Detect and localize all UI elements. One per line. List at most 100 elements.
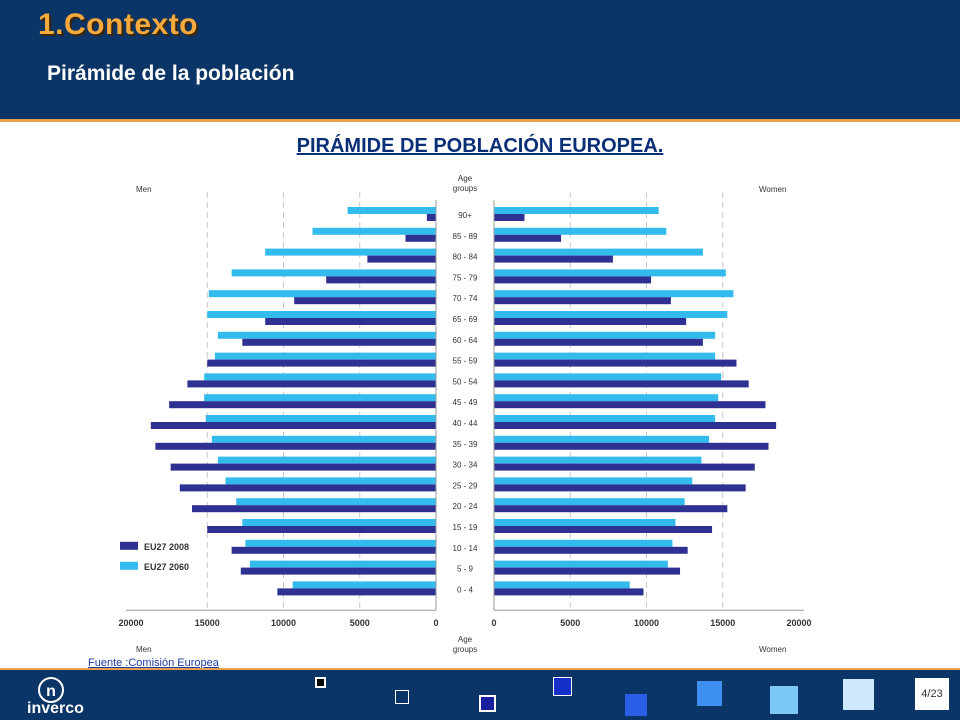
bar-women-2060 — [494, 331, 716, 339]
header-band — [0, 0, 960, 119]
age-group-label: 85 - 89 — [453, 232, 478, 241]
bar-women-2008 — [494, 526, 713, 533]
bar-women-2008 — [494, 380, 749, 388]
bar-men-2008 — [277, 588, 436, 596]
bar-women-2060 — [494, 269, 726, 277]
bar-men-2008 — [265, 318, 436, 325]
bar-men-2060 — [214, 352, 436, 360]
bar-women-2060 — [494, 290, 734, 298]
age-group-label: 30 - 34 — [453, 461, 478, 470]
bar-men-2060 — [249, 560, 436, 568]
bar-men-2060 — [245, 539, 436, 547]
age-groups-label-top: groups — [453, 184, 477, 193]
bar-men-2060 — [204, 373, 436, 381]
legend-swatch — [120, 541, 138, 550]
bar-men-2008 — [207, 359, 436, 367]
bar-women-2060 — [494, 498, 685, 506]
x-tick-label-right: 5000 — [560, 618, 580, 628]
bar-women-2008 — [494, 234, 562, 242]
bar-men-2008 — [192, 505, 436, 513]
nav-square-2[interactable] — [395, 690, 409, 704]
page-subtitle: Pirámide de la población — [47, 62, 295, 85]
bar-women-2008 — [494, 463, 755, 471]
bar-women-2008 — [494, 318, 687, 325]
age-group-label: 5 - 9 — [457, 565, 474, 574]
age-group-label: 65 - 69 — [453, 315, 478, 324]
nav-square-6[interactable] — [697, 681, 722, 706]
bar-women-2060 — [494, 373, 722, 381]
age-group-label: 40 - 44 — [453, 419, 478, 428]
bar-men-2008 — [187, 380, 436, 388]
bar-women-2060 — [494, 435, 710, 443]
nav-square-1[interactable] — [315, 677, 326, 688]
bar-men-2060 — [217, 456, 436, 464]
bar-men-2060 — [217, 331, 436, 339]
nav-square-5[interactable] — [625, 694, 647, 716]
x-tick-label-left: 20000 — [118, 618, 143, 628]
x-tick-label-right: 10000 — [634, 618, 659, 628]
legend-label: EU27 2060 — [144, 562, 189, 572]
bar-men-2060 — [225, 477, 436, 485]
x-tick-label-left: 10000 — [271, 618, 296, 628]
x-tick-label-left: 0 — [433, 618, 438, 628]
bar-men-2008 — [179, 484, 437, 492]
x-tick-label-left: 5000 — [350, 618, 370, 628]
nav-square-7[interactable] — [770, 686, 798, 714]
nav-square-3[interactable] — [479, 695, 496, 712]
age-group-label: 10 - 14 — [453, 544, 478, 553]
bar-women-2060 — [494, 227, 667, 235]
bar-women-2008 — [494, 255, 613, 263]
bar-men-2060 — [205, 415, 436, 422]
age-group-label: 0 - 4 — [457, 585, 474, 594]
bar-men-2060 — [204, 394, 436, 402]
bar-men-2008 — [150, 422, 436, 429]
bar-women-2008 — [494, 338, 703, 346]
bar-women-2060 — [494, 394, 719, 402]
x-tick-label-right: 15000 — [710, 618, 735, 628]
inverco-logo-icon: n — [38, 677, 64, 703]
bar-men-2060 — [207, 311, 436, 318]
bar-women-2060 — [494, 415, 716, 422]
bar-men-2008 — [240, 567, 436, 575]
bar-men-2060 — [292, 581, 436, 589]
bar-women-2008 — [494, 567, 681, 575]
age-group-label: 25 - 29 — [453, 481, 478, 490]
inverco-logo-text: inverco — [27, 700, 84, 717]
bar-men-2008 — [207, 526, 436, 533]
bar-men-2008 — [426, 214, 436, 221]
age-group-label: 55 - 59 — [453, 357, 478, 366]
header-divider — [0, 119, 960, 122]
age-group-label: 20 - 24 — [453, 502, 478, 511]
bar-women-2060 — [494, 311, 728, 318]
bar-women-2008 — [494, 276, 652, 284]
bar-men-2060 — [208, 290, 436, 298]
bar-women-2060 — [494, 581, 630, 589]
age-group-label: 35 - 39 — [453, 440, 478, 449]
bar-women-2008 — [494, 505, 728, 513]
x-tick-label-right: 20000 — [786, 618, 811, 628]
age-group-label: 90+ — [458, 211, 472, 220]
nav-square-4[interactable] — [553, 677, 572, 696]
bar-men-2008 — [169, 401, 436, 409]
population-pyramid-chart: 90+ 85 - 89 80 - 84 75 - 79 70 - 74 65 - 69 60… — [118, 174, 811, 654]
bar-women-2060 — [494, 207, 659, 214]
age-groups-label-top: Age — [458, 174, 473, 183]
chart-title: PIRÁMIDE DE POBLACIÓN EUROPEA. — [296, 135, 664, 157]
x-tick-label-right: 0 — [491, 618, 496, 628]
bar-men-2060 — [211, 435, 436, 443]
bar-women-2008 — [494, 422, 777, 429]
age-groups-label-bottom: Age — [458, 635, 473, 644]
x-tick-label-left: 15000 — [195, 618, 220, 628]
bar-men-2008 — [170, 463, 436, 471]
age-group-label: 75 - 79 — [453, 273, 478, 282]
bar-women-2060 — [494, 477, 693, 485]
bar-women-2008 — [494, 442, 769, 450]
men-label-bottom: Men — [136, 645, 152, 654]
bar-women-2060 — [494, 539, 673, 547]
women-label-top: Women — [759, 185, 786, 194]
bar-men-2008 — [367, 255, 436, 263]
nav-square-8[interactable] — [843, 679, 874, 710]
bar-women-2008 — [494, 588, 644, 596]
bar-men-2060 — [231, 269, 436, 277]
bar-women-2008 — [494, 546, 688, 554]
